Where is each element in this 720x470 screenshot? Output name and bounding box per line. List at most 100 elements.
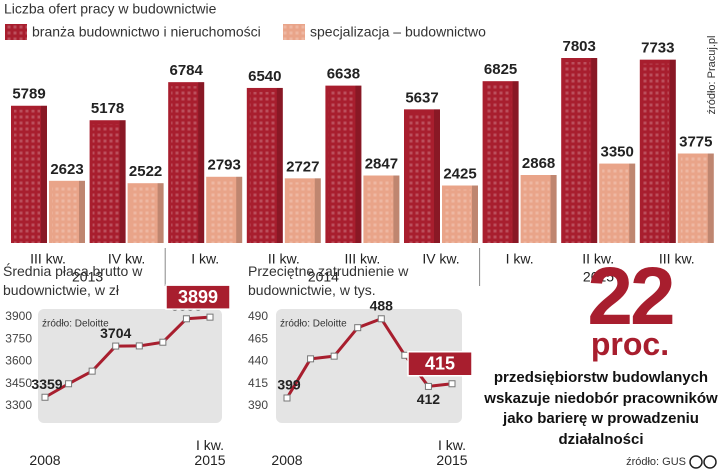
line [285, 317, 453, 399]
line [44, 315, 211, 399]
x-tick-label: I kw. 2015 [436, 437, 468, 468]
y-tick-label: 3300 [5, 398, 32, 412]
callout-text: przedsiębiorstw budowlanych wskazuje nie… [484, 369, 718, 448]
y-tick-label: 490 [248, 309, 268, 323]
bar-side [119, 120, 126, 243]
bar-windows [92, 124, 119, 243]
source: źródło: GUS [626, 456, 686, 468]
value-label: 5637 [405, 89, 438, 106]
x-tick-label: 2008 [271, 452, 303, 468]
bar-side [276, 87, 283, 244]
cc-icon [689, 455, 703, 469]
highlight-box [165, 284, 231, 310]
bar-windows [485, 85, 512, 244]
y-tick-label: 3450 [5, 376, 32, 390]
value-label: 2425 [443, 165, 476, 182]
point [206, 313, 214, 321]
value-label: 3704 [100, 325, 131, 341]
bar-side [393, 175, 400, 243]
bar-windows [602, 167, 629, 243]
highlight-box [407, 351, 473, 377]
bar-side [236, 176, 243, 243]
point [354, 324, 362, 332]
x-tick-label: III kw. [345, 251, 381, 267]
bar-windows [564, 62, 591, 243]
bar-side [434, 109, 440, 243]
cc-icon [703, 455, 717, 469]
value-label: 6825 [484, 61, 517, 78]
point [41, 393, 49, 401]
value-label: 2522 [129, 163, 162, 180]
bar-windows [445, 189, 471, 243]
bar-side [472, 185, 478, 243]
value-label: 6784 [170, 62, 204, 79]
y-tick-label: 3750 [5, 331, 32, 345]
chart-title: Przeciętne zatrudnienie w budownictwie, … [248, 263, 409, 298]
legend-marker-windows [283, 24, 305, 40]
bar-windows [171, 86, 198, 243]
bar-side [314, 178, 321, 243]
bar-side [629, 163, 636, 243]
legend-label: specjalizacja – budownictwo [310, 24, 486, 40]
value-label: 412 [417, 391, 441, 407]
bar-windows [130, 187, 157, 243]
source: źródło: Deloitte [42, 319, 109, 330]
x-tick-label: I kw. [191, 251, 219, 267]
bar-windows [366, 179, 393, 243]
bar-side [707, 153, 714, 243]
value-label: 488 [370, 297, 394, 313]
point [424, 382, 432, 390]
bar-windows [328, 89, 355, 243]
group-label: 2015 [583, 269, 614, 285]
bar-side [669, 59, 676, 243]
bar-side [41, 105, 47, 244]
value-label: 2623 [50, 161, 83, 178]
bar-side [355, 85, 362, 243]
value-label: 3775 [679, 133, 712, 150]
bar-windows [209, 180, 236, 243]
point [135, 342, 143, 350]
bar-windows [407, 113, 433, 243]
value-label: 6638 [327, 66, 360, 83]
source: źródło: Pracuj.pl [706, 36, 718, 115]
point [283, 394, 291, 402]
point [88, 367, 96, 375]
point [448, 380, 456, 388]
x-tick-label: III kw. [659, 251, 695, 267]
value-label: 6540 [248, 68, 281, 85]
bar-windows [523, 179, 550, 243]
x-tick-label: II kw. [268, 251, 300, 267]
group-label: 2013 [72, 269, 103, 285]
bar-side [591, 58, 598, 243]
plot-background [276, 309, 462, 423]
point [65, 380, 73, 388]
callout-value: 22 [587, 251, 675, 342]
value-label: 2727 [286, 158, 319, 175]
x-tick-label: I kw. [506, 251, 534, 267]
value-label: 7803 [563, 38, 596, 55]
bar-side [198, 82, 205, 243]
x-tick-label: IV kw. [108, 251, 145, 267]
point [377, 315, 385, 323]
group-label: 2014 [308, 269, 339, 285]
bar-windows [52, 184, 78, 243]
point [401, 351, 409, 359]
value-label: 2868 [522, 155, 555, 172]
plot-background [38, 309, 222, 423]
bar-windows [287, 182, 314, 243]
value-label: 2847 [365, 155, 398, 172]
source: źródło: Deloitte [280, 319, 347, 330]
y-tick-label: 390 [248, 398, 268, 412]
point [112, 342, 120, 350]
value-label: 3359 [31, 376, 62, 392]
value-label: 5789 [12, 86, 45, 103]
bar-windows [14, 109, 40, 244]
value-label: 3350 [601, 144, 634, 161]
x-tick-label: I kw. 2015 [194, 437, 226, 468]
bar-windows [680, 157, 707, 243]
bar-side [512, 81, 519, 244]
highlight-label: 3899 [178, 287, 218, 307]
bar-windows [642, 63, 669, 243]
